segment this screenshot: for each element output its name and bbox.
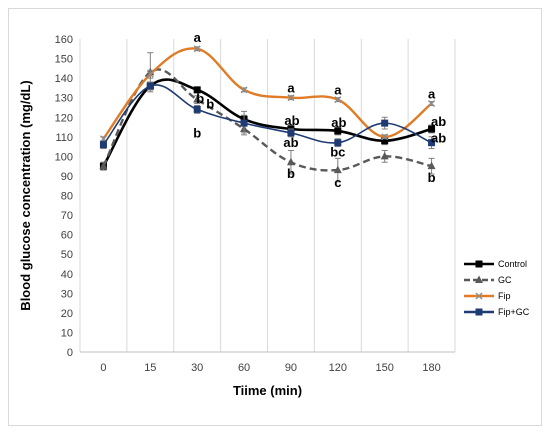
y-tick-label: 60 [61,230,73,242]
marker-stroke [428,100,436,108]
significance-label: a [194,30,202,45]
data-point [193,45,201,53]
y-tick-label: 130 [55,93,73,105]
significance-label: ab [431,131,446,146]
x-tick-label: 90 [285,362,297,374]
data-point [333,165,342,174]
y-tick-label: 40 [61,269,73,281]
data-point [428,139,436,147]
legend-label: Fip [498,291,511,301]
y-tick-label: 150 [55,54,73,66]
significance-label: c [334,175,341,190]
y-tick-label: 20 [61,308,73,320]
legend-entry: Fip [464,291,511,301]
x-tick-label: 120 [329,362,347,374]
significance-label: a [428,87,436,102]
marker-stroke [193,45,201,53]
y-tick-label: 30 [61,288,73,300]
y-tick-label: 120 [55,112,73,124]
marker-stroke [146,70,154,78]
data-point [381,133,389,141]
y-tick-label: 160 [55,34,73,46]
data-point [286,157,295,166]
y-axis-title: Blood glucose concentration (mg/dL) [18,80,33,310]
y-tick-label: 10 [61,327,73,339]
y-tick-label: 110 [55,132,73,144]
series-fip [99,45,436,143]
data-point [287,129,295,137]
y-tick-label: 100 [55,151,73,163]
significance-label: a [287,81,295,96]
y-tick-label: 70 [61,210,73,222]
y-tick-label: 90 [61,171,73,183]
x-tick-label: 150 [376,362,394,374]
chart-frame [8,8,542,426]
data-point [381,137,389,145]
marker-stroke [475,292,483,300]
data-point [381,119,389,127]
data-point [427,161,436,170]
data-point [334,139,342,147]
x-tick-label: 180 [422,362,440,374]
legend-marker [475,260,483,268]
marker-stroke [334,96,342,104]
x-tick-label: 0 [100,362,106,374]
significance-label: b [206,97,214,112]
significance-label: a [334,83,342,98]
legend: Control GC Fip Fip+GC [464,259,530,317]
axis-layer: 0102030405060708090100110120130140150160… [55,34,455,374]
data-point [193,105,201,113]
significance-label: ab [283,135,298,150]
significance-label: b [287,166,295,181]
legend-marker [475,292,483,300]
data-point [428,100,436,108]
legend-marker [475,308,483,316]
y-tick-label: 0 [67,347,73,359]
significance-label: b [196,91,204,106]
data-point [193,95,202,103]
y-tick-label: 50 [61,249,73,261]
data-point [193,86,201,94]
marker-stroke [381,133,389,141]
significance-label: ab [431,114,446,129]
data-point [146,70,154,78]
data-point [146,82,154,90]
marker-stroke [287,94,295,102]
data-point [240,86,248,94]
x-tick-label: 30 [191,362,203,374]
significance-label: b [428,170,436,185]
x-tick-label: 60 [238,362,250,374]
significance-label: ab [331,115,346,130]
grid-layer [79,39,456,352]
significance-label: b [193,125,201,140]
data-point [99,161,108,170]
y-tick-label: 140 [55,73,73,85]
marker-stroke [240,86,248,94]
significance-label: ab [284,113,299,128]
data-point [287,94,295,102]
series-layer [99,45,436,183]
x-tick-label: 15 [144,362,156,374]
legend-entry: Fip+GC [464,307,530,317]
data-point [99,141,107,149]
legend-label: Control [498,259,527,269]
data-point [334,127,342,135]
legend-label: Fip+GC [498,307,530,317]
legend-entry: Control [464,259,527,269]
data-point [428,125,436,133]
legend-label: GC [498,275,512,285]
data-point [334,96,342,104]
y-tick-label: 80 [61,191,73,203]
series-fip-gc [99,81,436,150]
legend-entry: GC [464,275,512,285]
significance-label: bc [330,145,345,160]
legend-marker [475,275,483,283]
data-point [380,151,389,160]
x-axis-title: Tiime (min) [233,383,302,398]
data-point [240,119,248,127]
